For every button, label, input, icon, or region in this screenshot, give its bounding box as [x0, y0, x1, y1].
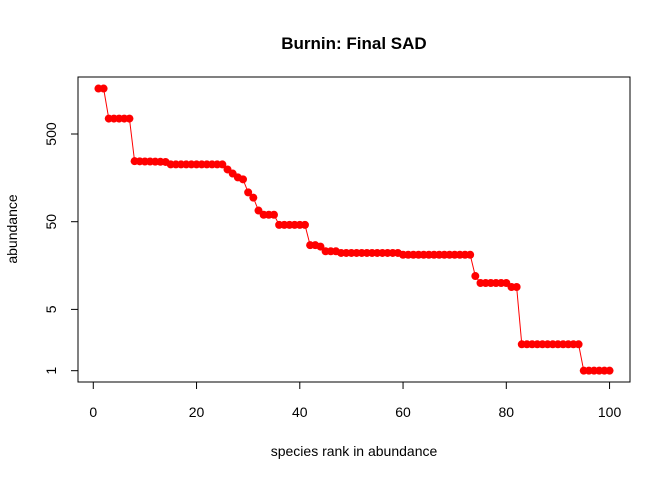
x-tick-label: 20 [189, 404, 205, 420]
data-point [218, 160, 227, 169]
x-axis-label: species rank in abundance [271, 443, 438, 459]
data-point [125, 114, 134, 123]
x-tick-label: 100 [598, 404, 622, 420]
data-point [239, 175, 248, 184]
data-point [99, 84, 108, 93]
data-point [605, 366, 614, 375]
chart-title: Burnin: Final SAD [281, 34, 426, 53]
data-point [466, 250, 475, 259]
data-point [574, 340, 583, 349]
x-tick-label: 0 [89, 404, 97, 420]
data-point [249, 193, 258, 202]
x-tick-label: 40 [292, 404, 308, 420]
data-point [471, 272, 480, 281]
y-tick-label: 5 [43, 305, 59, 313]
data-point [316, 242, 325, 251]
data-point [244, 188, 253, 197]
data-point [300, 220, 309, 229]
data-point [512, 283, 521, 292]
y-tick-label: 500 [43, 122, 59, 146]
y-tick-label: 1 [43, 367, 59, 375]
x-tick-label: 60 [395, 404, 411, 420]
data-point [269, 210, 278, 219]
x-tick-label: 80 [499, 404, 515, 420]
y-tick-label: 50 [43, 214, 59, 230]
y-axis-label: abundance [4, 194, 20, 264]
